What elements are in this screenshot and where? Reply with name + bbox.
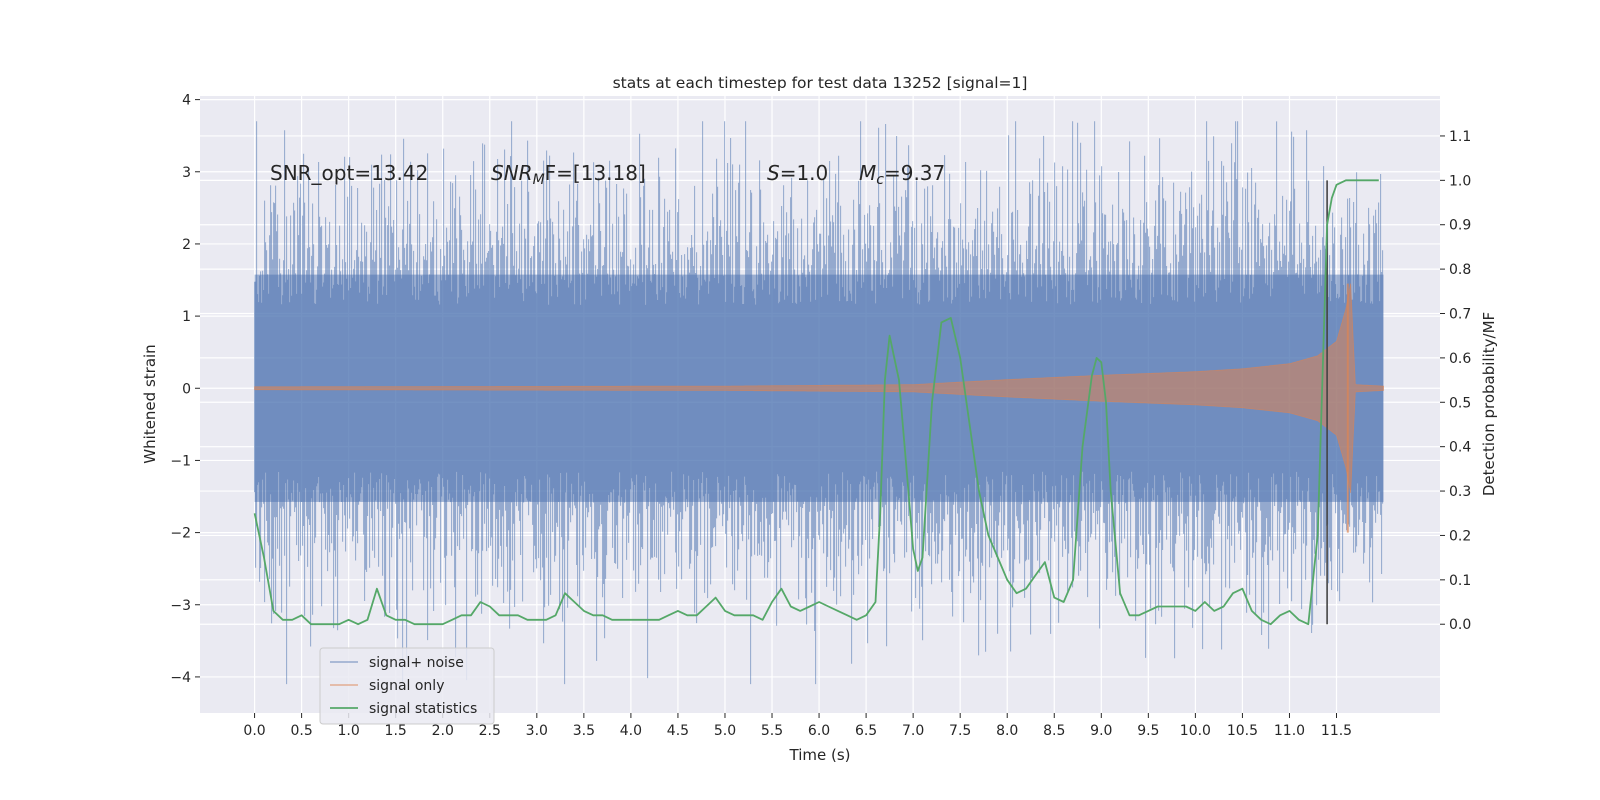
x-tick-label: 7.0	[902, 723, 924, 739]
legend: signal+ noise signal only signal statist…	[319, 647, 495, 725]
right-y-tick-label: 0.8	[1449, 262, 1471, 278]
annotation-2: S=1.0	[767, 161, 828, 185]
right-y-axis-ticks: 1.1 1.0 0.9 0.8 0.7 0.6 0.5 0.4 0.3 0.2 0.1 0.0	[1440, 129, 1471, 633]
right-y-axis-label: Detection probability/MF	[1480, 312, 1498, 496]
y-tick-label: 0	[182, 381, 191, 397]
right-y-tick-label: 0.0	[1449, 617, 1471, 633]
signal-only-series	[254, 283, 1384, 533]
annotation-3: Mc=9.37	[859, 161, 945, 188]
x-tick-label: 6.0	[808, 723, 830, 739]
chart-title: stats at each timestep for test data 132…	[613, 74, 1028, 92]
x-axis-ticks: 0.0 0.5 1.0 1.5 2.0 2.5 3.0 3.5 4.0 4.5 5.0 5.5 6.0 6…	[243, 713, 1352, 739]
y-axis-label: Whitened strain	[141, 344, 159, 463]
x-tick-label: 2.0	[432, 723, 454, 739]
x-tick-label: 11.0	[1274, 723, 1305, 739]
right-y-tick-label: 0.2	[1449, 528, 1471, 544]
x-tick-label: 5.0	[714, 723, 736, 739]
y-tick-label: −3	[170, 598, 191, 614]
y-tick-label: 3	[182, 165, 191, 181]
x-tick-label: 9.0	[1090, 723, 1112, 739]
x-tick-label: 11.5	[1321, 723, 1352, 739]
legend-label-signal-noise: signal+ noise	[369, 655, 464, 671]
annotation-1: SNRMF=[13.18]	[491, 161, 646, 188]
y-axis-ticks: 4 3 2 1 0 −1 −2 −3 −4	[170, 93, 200, 686]
x-tick-label: 2.5	[479, 723, 501, 739]
right-y-tick-label: 0.6	[1449, 351, 1471, 367]
x-tick-label: 3.5	[573, 723, 595, 739]
right-y-tick-label: 1.1	[1449, 129, 1471, 145]
x-tick-label: 0.5	[290, 723, 312, 739]
x-axis-label: Time (s)	[789, 746, 851, 764]
x-tick-label: 0.0	[243, 723, 265, 739]
right-y-tick-label: 0.1	[1449, 573, 1471, 589]
signal-statistics-series	[253, 179, 1379, 626]
x-tick-label: 7.5	[949, 723, 971, 739]
x-tick-label: 8.5	[1043, 723, 1065, 739]
x-tick-label: 10.0	[1180, 723, 1211, 739]
signal-only-trace	[254, 283, 1384, 493]
legend-box	[319, 647, 495, 725]
right-y-tick-label: 0.5	[1449, 395, 1471, 411]
y-tick-label: 1	[182, 309, 191, 325]
x-tick-label: 4.5	[667, 723, 689, 739]
legend-label-signal-only: signal only	[369, 678, 444, 694]
x-tick-label: 8.0	[996, 723, 1018, 739]
y-tick-label: 4	[182, 93, 191, 109]
annotation-0: SNR_opt=13.42	[270, 161, 428, 185]
right-y-tick-label: 0.4	[1449, 440, 1471, 456]
y-tick-label: −2	[170, 526, 191, 542]
x-tick-label: 6.5	[855, 723, 877, 739]
x-tick-label: 1.0	[338, 723, 360, 739]
right-y-tick-label: 0.3	[1449, 484, 1471, 500]
x-tick-label: 1.5	[385, 723, 407, 739]
signal-statistics-trace	[253, 179, 1379, 626]
x-tick-label: 5.5	[761, 723, 783, 739]
y-tick-label: −1	[170, 453, 191, 469]
right-y-tick-label: 0.9	[1449, 218, 1471, 234]
x-tick-label: 9.5	[1137, 723, 1159, 739]
right-y-tick-label: 1.0	[1449, 173, 1471, 189]
x-tick-label: 10.5	[1227, 723, 1258, 739]
annotations: SNR_opt=13.42 SNRMF=[13.18] S=1.0 Mc=9.37	[270, 161, 945, 188]
x-tick-label: 3.0	[526, 723, 548, 739]
y-tick-label: 2	[182, 237, 191, 253]
legend-label-signal-statistics: signal statistics	[369, 701, 477, 717]
y-tick-label: −4	[170, 670, 191, 686]
x-tick-label: 4.0	[620, 723, 642, 739]
right-y-tick-label: 0.7	[1449, 307, 1471, 323]
